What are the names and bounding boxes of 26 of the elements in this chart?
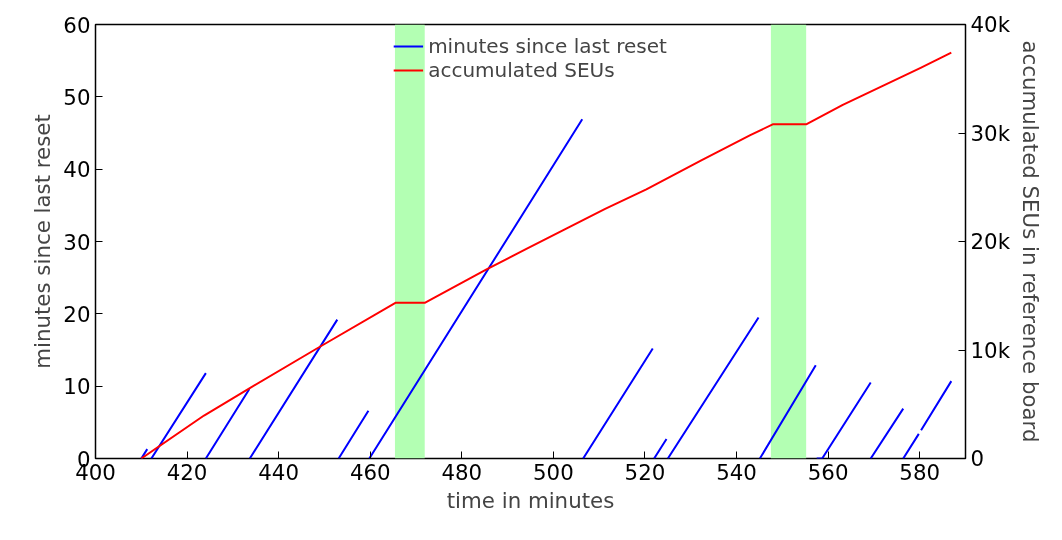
y-tick-label: 30 — [63, 229, 91, 255]
legend-label: accumulated SEUs — [428, 58, 615, 82]
y-tick-label: 10 — [63, 374, 91, 400]
y2-tick-label: 0 — [970, 446, 985, 471]
x-tick-label: 560 — [807, 459, 849, 485]
y2-tick-label: 20k — [970, 229, 1011, 254]
line-series — [140, 51, 953, 459]
x-tick-label: 440 — [258, 459, 300, 485]
y2-tick-label: 10k — [970, 337, 1011, 363]
x-axis-title: time in minutes — [446, 487, 615, 513]
x-tick-label: 460 — [349, 459, 391, 485]
x-tick-label: 480 — [441, 459, 483, 485]
x-tick-label: 420 — [166, 459, 208, 485]
x-tick-label: 500 — [533, 459, 574, 485]
y-tick-label: 20 — [63, 301, 91, 327]
y2-axis-title: accumulated SEUs in reference board — [1017, 40, 1043, 443]
y-tick-label: 40 — [63, 157, 91, 183]
legend-label: minutes since last reset — [428, 34, 667, 58]
y-tick-label: 50 — [63, 84, 91, 110]
y2-tick-label: 30k — [970, 120, 1011, 146]
y2-tick-label: 40k — [970, 12, 1011, 37]
x-tick-label: 520 — [624, 459, 666, 485]
y-axis-title: minutes since last reset — [30, 114, 56, 369]
y-tick-label: 60 — [63, 12, 91, 38]
x-tick-label: 580 — [899, 459, 941, 485]
x-tick-label: 540 — [716, 459, 757, 485]
